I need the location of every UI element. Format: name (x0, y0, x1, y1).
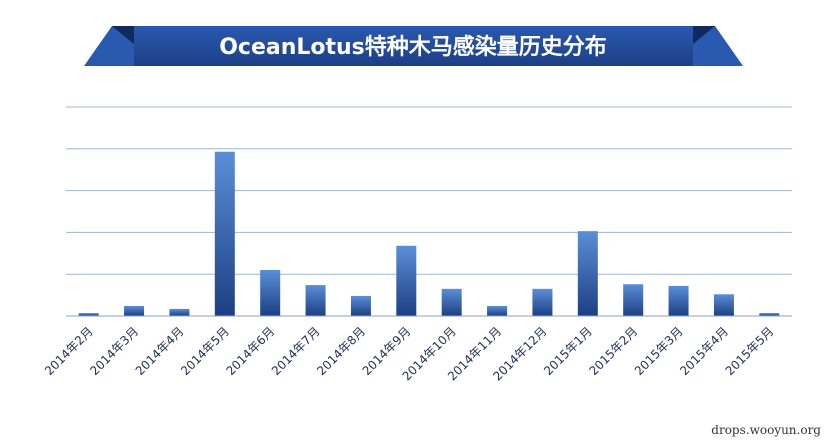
x-tick-label: 2014年3月 (87, 324, 141, 378)
bar (623, 284, 644, 316)
x-tick-label: 2014年8月 (314, 324, 368, 378)
x-tick-label: 2014年2月 (42, 324, 96, 378)
banner-ribbon-right (693, 26, 743, 66)
bar (260, 270, 281, 316)
bar (668, 285, 689, 316)
watermark: drops.wooyun.org (711, 423, 821, 437)
bar (396, 245, 417, 316)
banner-fold-left (112, 26, 134, 44)
bar (577, 231, 598, 316)
gridlines (66, 106, 792, 275)
bar (441, 288, 462, 316)
bar (124, 305, 145, 316)
x-tick-label: 2014年6月 (223, 324, 277, 378)
x-tick-label: 2014年4月 (133, 324, 187, 378)
banner-body (134, 26, 693, 66)
x-tick-label: 2015年2月 (586, 324, 640, 378)
x-tick-label: 2014年7月 (269, 324, 323, 378)
bar (759, 313, 780, 316)
x-tick-label: 2015年4月 (677, 324, 731, 378)
bar (169, 308, 190, 316)
bar (305, 285, 326, 316)
banner-fold-right (693, 26, 715, 44)
bar (350, 295, 371, 316)
x-tick-label: 2015年1月 (541, 324, 595, 378)
x-tick-label: 2015年3月 (632, 324, 686, 378)
x-tick-labels: 2014年2月2014年3月2014年4月2014年5月2014年6月2014年… (42, 324, 776, 383)
bar (214, 151, 235, 316)
x-tick-label: 2015年5月 (723, 324, 777, 378)
bar (78, 313, 99, 316)
bar (487, 305, 508, 316)
bar (532, 288, 553, 316)
chart-title: OceanLotus特种木马感染量历史分布 (219, 34, 607, 60)
x-tick-label: 2014年5月 (178, 324, 232, 378)
bar (713, 294, 734, 316)
title-banner: OceanLotus特种木马感染量历史分布 (84, 26, 743, 66)
banner-ribbon-left (84, 26, 134, 66)
bars (78, 151, 780, 316)
